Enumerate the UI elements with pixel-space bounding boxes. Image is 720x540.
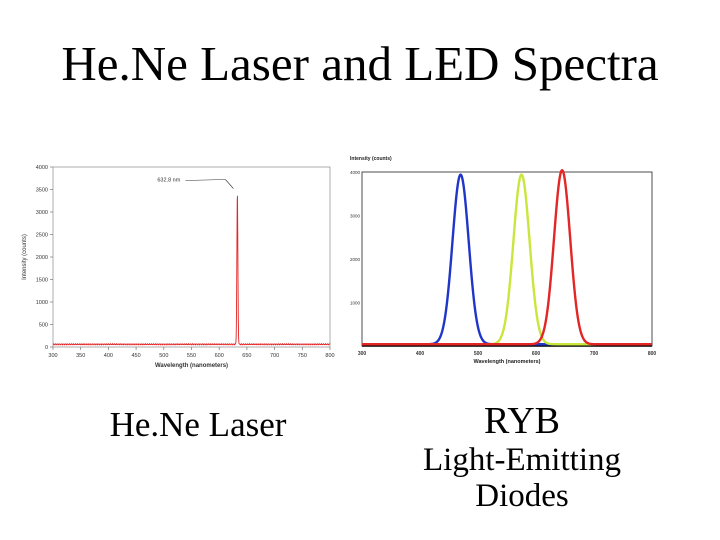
caption-hene-laser: He.Ne Laser bbox=[109, 405, 287, 444]
peak-annotation: 632.8 nm bbox=[157, 178, 180, 184]
y-tick-label: 1000 bbox=[350, 301, 361, 306]
caption-ryb-leds: RYB Light-Emitting Diodes bbox=[382, 400, 662, 514]
x-tick-label: 450 bbox=[132, 353, 141, 359]
y-tick-label: 1000 bbox=[36, 300, 48, 306]
x-tick-label: 400 bbox=[416, 351, 425, 357]
y-tick-label: 4000 bbox=[350, 170, 361, 175]
x-tick-label: 350 bbox=[76, 353, 85, 359]
x-tick-label: 500 bbox=[474, 351, 483, 357]
caption-diodes: Diodes bbox=[475, 478, 569, 514]
series-line-laser bbox=[52, 195, 331, 346]
x-tick-label: 800 bbox=[648, 351, 657, 357]
x-axis-label: Wavelength (nanometers) bbox=[155, 363, 228, 369]
x-tick-label: 650 bbox=[242, 353, 251, 359]
x-tick-label: 600 bbox=[215, 353, 224, 359]
x-axis-label: Wavelength (nanometers) bbox=[473, 359, 540, 365]
x-tick-label: 500 bbox=[159, 353, 168, 359]
x-tick-label: 700 bbox=[590, 351, 599, 357]
x-tick-label: 700 bbox=[270, 353, 279, 359]
x-tick-label: 400 bbox=[104, 353, 113, 359]
y-tick-label: 4000 bbox=[36, 165, 48, 171]
caption-ryb: RYB bbox=[483, 400, 561, 442]
y-tick-label: 500 bbox=[39, 323, 48, 329]
laser-spectrum-chart: 0 500 1000 1500 2000 2500 3000 3500 4000 300 350 40… bbox=[22, 165, 335, 369]
x-tick-label: 300 bbox=[358, 351, 367, 357]
annotation-leader bbox=[185, 179, 226, 181]
x-tick-label: 600 bbox=[532, 351, 541, 357]
y-tick-label: 3500 bbox=[36, 188, 48, 194]
y-tick-label: 3000 bbox=[350, 214, 361, 219]
series-line-led-2 bbox=[361, 169, 653, 346]
led-spectrum-chart: Intensity (counts) 1000 2000 3000 4000 300 400… bbox=[350, 156, 657, 365]
x-tick-label: 800 bbox=[325, 353, 334, 359]
y-tick-label: 1500 bbox=[36, 278, 48, 284]
y-tick-label: 0 bbox=[45, 345, 48, 351]
x-tick-label: 750 bbox=[298, 353, 307, 359]
x-tick-label: 300 bbox=[48, 353, 57, 359]
y-axis-label: Intensity (counts) bbox=[350, 156, 392, 162]
annotation-arrow bbox=[225, 179, 234, 189]
y-tick-label: 2500 bbox=[36, 233, 48, 239]
y-tick-label: 2000 bbox=[36, 255, 48, 261]
y-tick-label: 2000 bbox=[350, 257, 361, 262]
slide-title: He.Ne Laser and LED Spectra bbox=[61, 36, 659, 91]
y-axis-label: Intensity (counts) bbox=[22, 234, 28, 280]
plot-area bbox=[52, 166, 331, 348]
caption-light-emitting: Light-Emitting bbox=[423, 442, 621, 478]
plot-area bbox=[361, 171, 653, 347]
x-tick-label: 550 bbox=[187, 353, 196, 359]
y-tick-label: 3000 bbox=[36, 210, 48, 216]
